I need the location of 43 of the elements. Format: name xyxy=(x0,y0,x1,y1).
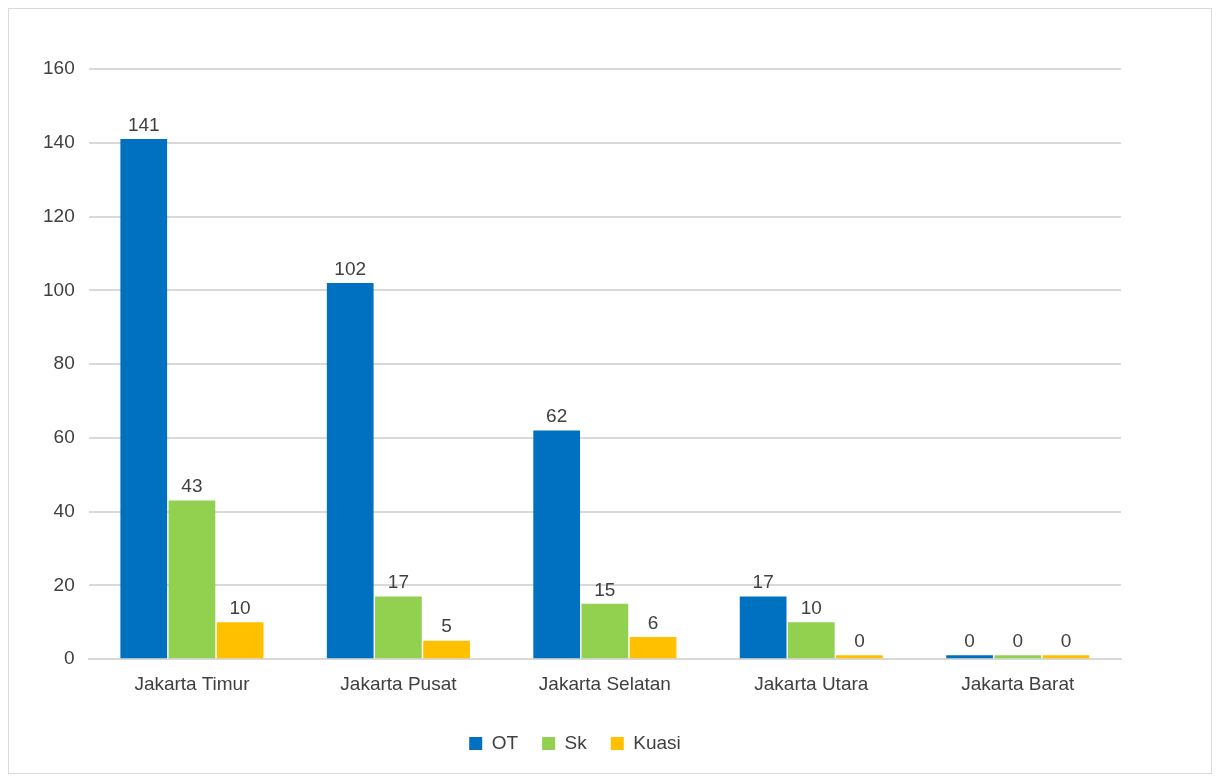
bar xyxy=(739,596,787,659)
data-label: 141 xyxy=(127,113,160,135)
x-tick-label: Jakarta Barat xyxy=(961,672,1075,694)
bar xyxy=(581,603,629,659)
y-tick-label: 120 xyxy=(43,204,75,226)
data-label: 43 xyxy=(181,475,203,497)
y-tick-label: 100 xyxy=(43,278,75,300)
data-label: 6 xyxy=(647,611,659,633)
data-label: 0 xyxy=(854,629,865,651)
y-tick-label: 80 xyxy=(53,352,75,374)
y-tick-label: 160 xyxy=(43,57,75,79)
data-label: 5 xyxy=(441,615,452,637)
x-tick-label: Jakarta Pusat xyxy=(340,672,458,694)
x-tick-label: Jakarta Timur xyxy=(134,672,251,694)
data-label: 15 xyxy=(594,578,616,600)
data-label: 17 xyxy=(387,571,409,593)
x-tick-label: Jakarta Utara xyxy=(754,672,869,694)
legend-label: OT xyxy=(491,731,519,753)
bar xyxy=(326,282,374,659)
legend-label: Sk xyxy=(564,731,588,753)
data-label: 0 xyxy=(1060,629,1072,651)
bar xyxy=(375,596,422,659)
y-tick-label: 140 xyxy=(43,131,75,153)
bar xyxy=(168,500,216,659)
bar xyxy=(216,622,264,659)
legend-label: Kuasi xyxy=(633,731,681,753)
y-tick-label: 60 xyxy=(53,426,75,448)
data-label: 17 xyxy=(752,571,774,593)
bar xyxy=(120,139,168,659)
bar xyxy=(423,640,470,659)
bar xyxy=(787,622,835,659)
data-label: 0 xyxy=(964,629,975,651)
data-label: 10 xyxy=(229,597,251,619)
y-tick-label: 20 xyxy=(53,573,75,595)
x-tick-label: Jakarta Selatan xyxy=(538,672,671,694)
data-label: 62 xyxy=(546,405,568,427)
y-tick-label: 40 xyxy=(53,499,75,521)
bar xyxy=(629,637,677,659)
y-tick-label: 0 xyxy=(64,647,75,669)
data-label: 0 xyxy=(1012,629,1024,651)
bar xyxy=(533,430,581,659)
data-label: 102 xyxy=(334,257,367,279)
data-label: 10 xyxy=(800,597,822,619)
